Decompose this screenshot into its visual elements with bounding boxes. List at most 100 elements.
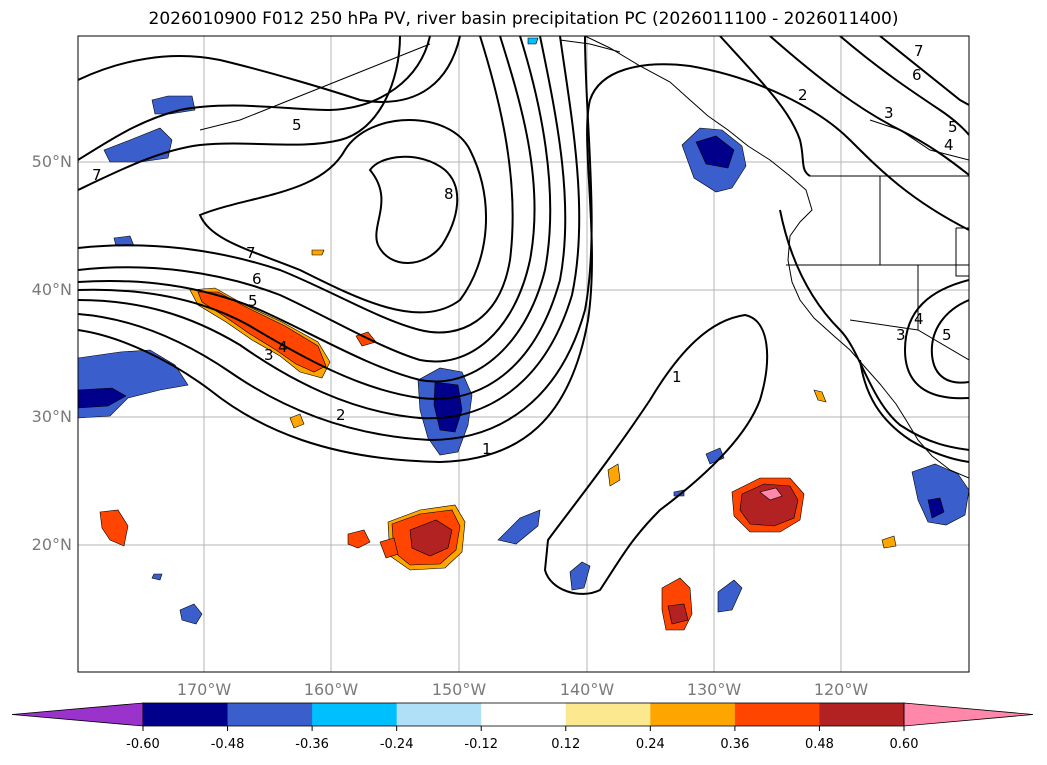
contour-label: 3 [884,104,894,122]
contour-east-2 [779,209,969,451]
colorbar-extend-low [11,702,144,727]
contour-8 [368,155,459,264]
contour-ne-2 [719,36,811,177]
pos-blob-small-4 [881,535,897,549]
contour-label: 1 [482,440,492,458]
pos-blob-hawaii-w2 [379,537,399,559]
lon-label: 140°W [559,680,615,699]
contour-label: 4 [278,338,288,356]
precip-shading [78,37,969,631]
contour-label: 5 [248,292,258,310]
neg-blob-aleutians [103,127,173,163]
contour-upper-left-3 [78,36,401,191]
contour-1-main [78,63,969,464]
pv-contours [78,36,969,595]
contour-label: 8 [444,185,454,203]
colorbar-segment [312,703,398,726]
contour-label: 7 [92,166,102,184]
colorbar-frame [142,702,905,727]
contour-upper-left [78,36,461,103]
contour-ne-4 [839,36,969,136]
colorbar-tick-label: -0.48 [210,737,245,752]
colorbar-segment [227,703,313,726]
colorbar-extend-high [903,702,1034,727]
lon-label: 160°W [303,680,359,699]
contour-6 [78,36,536,363]
colorbar-tick-label: 0.12 [551,737,581,752]
pos-blob-west [99,509,129,547]
neg-blob-small-5 [527,37,539,45]
contour-label: 5 [948,118,958,136]
map-frame [77,35,970,673]
colorbar-tick-label: -0.36 [295,737,329,752]
pos-blob-small-6 [813,389,827,403]
lon-label: 170°W [176,680,232,699]
contour-5 [78,36,552,383]
colorbar-segment [143,703,229,726]
pos-blob-small-3 [607,463,621,487]
contour-label: 7 [246,244,256,262]
neg-core-150w [433,381,463,433]
contour-label: 5 [292,116,302,134]
colorbar-tick-label: 0.48 [804,737,834,752]
neg-blob-south-3 [179,603,203,625]
neg-blob-small-4 [151,573,163,581]
contour-label: 6 [252,270,262,288]
colorbar-tick-label: 0.60 [889,737,919,752]
contour-2 [78,36,593,442]
pos-core-133w [667,603,689,625]
map-title: 2026010900 F012 250 hPa PV, river basin … [148,9,899,29]
colorbar-segment [565,703,651,726]
contour-east-low [903,279,969,400]
pv-contour-labels: 8 7 6 5 4 3 2 1 1 5 7 2 3 4 5 6 7 3 5 4 [92,42,958,458]
contour-label: 5 [942,326,952,344]
neg-blob-baja [911,463,969,526]
contour-3 [78,36,581,420]
contour-ne-3 [769,36,969,176]
contour-label: 2 [336,406,346,424]
colorbar-tick-label: -0.24 [379,737,414,752]
lon-label: 150°W [431,680,487,699]
colorbar [11,702,1034,731]
lat-label: 40°N [31,280,72,299]
neg-blob-small-3 [673,489,685,497]
contour-east-3 [859,359,969,463]
pos-peak-125w [759,487,783,501]
neg-blob-south-1 [569,561,591,591]
pos-core-125w [739,483,799,527]
contour-ne-5 [879,36,969,106]
contour-east-low-2 [930,299,969,384]
contour-1-loop [543,313,769,595]
neg-blob-south-2 [717,579,743,613]
lat-label: 30°N [31,407,72,426]
pos-blob-small-5 [311,249,325,256]
neg-core-west-30n [78,387,127,409]
contour-label: 3 [264,346,274,364]
contour-label: 2 [798,86,808,104]
colorbar-tick-label: -0.12 [464,737,499,752]
pos-blob-hawaii-w [347,529,371,549]
contour-4 [78,36,567,400]
lon-label: 120°W [813,680,869,699]
neg-core-130w-50n [695,135,735,169]
pos-core-hawaii [409,519,453,557]
colorbar-segment [481,703,567,726]
contour-7-main [78,36,514,334]
colorbar-segment [819,703,905,726]
contour-label: 4 [914,310,924,328]
colorbar-tick-label: -0.60 [126,737,160,752]
contour-7-inner [198,119,487,314]
contour-label: 6 [912,66,922,84]
colorbar-tick-label: 0.24 [635,737,665,752]
pos-blob-small-2 [289,413,305,429]
contour-label: 1 [672,368,682,386]
lat-label: 50°N [31,152,72,171]
colorbar-tick-label: 0.36 [720,737,750,752]
contour-label: 4 [944,136,954,154]
lat-label: 20°N [31,535,72,554]
colorbar-segment [734,703,820,726]
contour-upper-left-2 [78,36,431,161]
contour-label: 3 [896,326,906,344]
neg-blob-small-2 [705,447,725,465]
